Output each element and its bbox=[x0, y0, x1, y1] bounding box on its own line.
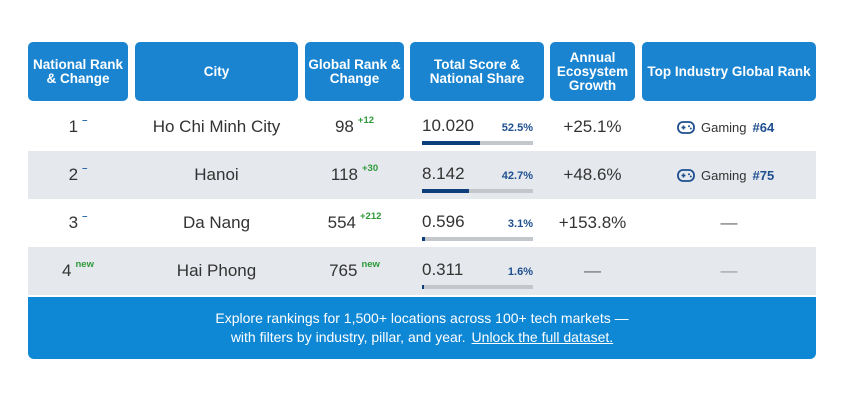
share-bar-track bbox=[422, 189, 533, 193]
share-bar-fill bbox=[422, 189, 470, 193]
national-share: 3.1% bbox=[507, 218, 533, 230]
footer-line-1: Explore rankings for 1,500+ locations ac… bbox=[215, 310, 629, 326]
global-rank-cell: 98 +12 bbox=[305, 103, 404, 151]
rank-change: – bbox=[82, 162, 88, 174]
city-name: Hai Phong bbox=[176, 261, 257, 280]
share-bar-fill bbox=[422, 141, 481, 145]
global-rank-cell: 765 new bbox=[305, 247, 404, 295]
gamepad-icon bbox=[677, 120, 695, 134]
total-score: 10.020 bbox=[422, 116, 474, 135]
annual-growth: +153.8% bbox=[558, 213, 627, 232]
global-rank: 554 bbox=[327, 213, 356, 232]
rank-change: new bbox=[75, 258, 94, 270]
top-industry-cell: Gaming #64 bbox=[677, 103, 774, 151]
share-bar-track bbox=[422, 285, 533, 289]
share-bar-fill bbox=[422, 237, 426, 241]
global-rank: 765 bbox=[329, 261, 358, 280]
industry-rank: #75 bbox=[752, 167, 775, 183]
industry-name: Gaming bbox=[701, 167, 747, 183]
national-share: 1.6% bbox=[507, 266, 533, 278]
header-global-rank: Global Rank & Change bbox=[305, 42, 404, 101]
share-bar-track bbox=[422, 141, 533, 145]
national-rank: 3 bbox=[68, 213, 79, 232]
national-rank-cell: 4 new bbox=[28, 247, 128, 295]
national-rank-cell: 2– bbox=[28, 151, 128, 199]
total-score: 0.596 bbox=[422, 212, 465, 231]
total-score: 8.142 bbox=[422, 164, 465, 183]
table-row: 2– Hanoi 118 +30 8.142 42.7% +48.6% Gamin… bbox=[28, 151, 816, 199]
global-rank: 98 bbox=[334, 117, 354, 136]
total-score-cell: 0.596 3.1% bbox=[422, 199, 533, 247]
national-rank-cell: 3– bbox=[28, 199, 128, 247]
header-national-rank: National Rank & Change bbox=[28, 42, 128, 101]
industry-name: Gaming bbox=[701, 119, 747, 135]
global-change: +212 bbox=[359, 210, 382, 222]
annual-growth: — bbox=[584, 261, 601, 280]
header-top-industry: Top Industry Global Rank bbox=[642, 42, 816, 101]
city-name: Hanoi bbox=[194, 165, 239, 184]
national-rank-cell: 1– bbox=[28, 103, 128, 151]
total-score-cell: 0.311 1.6% bbox=[422, 247, 533, 295]
national-share: 42.7% bbox=[501, 170, 533, 182]
top-industry-empty: — bbox=[720, 213, 738, 232]
global-rank-cell: 118 +30 bbox=[305, 151, 404, 199]
table-row: 3– Da Nang 554 +212 0.596 3.1% +153.8% — bbox=[28, 199, 816, 247]
footer-banner: Explore rankings for 1,500+ locations ac… bbox=[28, 297, 816, 359]
global-change: +30 bbox=[361, 162, 379, 174]
table-row: 4 new Hai Phong 765 new 0.311 1.6% — — bbox=[28, 247, 816, 295]
footer-line-2-text: with filters by industry, pillar, and ye… bbox=[230, 329, 466, 345]
gamepad-icon bbox=[677, 168, 695, 182]
unlock-dataset-link[interactable]: Unlock the full dataset. bbox=[471, 329, 614, 345]
national-share: 52.5% bbox=[501, 122, 533, 134]
top-industry-empty: — bbox=[720, 261, 738, 280]
footer-line-2: with filters by industry, pillar, and ye… bbox=[28, 328, 816, 347]
share-bar-fill bbox=[422, 285, 424, 289]
annual-growth: +25.1% bbox=[563, 117, 622, 136]
global-change: +12 bbox=[357, 114, 375, 126]
annual-growth: +48.6% bbox=[563, 165, 622, 184]
total-score: 0.311 bbox=[422, 260, 464, 279]
header-annual-growth: Annual Ecosystem Growth bbox=[550, 42, 635, 101]
rank-change: – bbox=[82, 210, 88, 222]
national-rank: 2 bbox=[68, 165, 79, 184]
rank-change: – bbox=[82, 114, 88, 126]
header-city: City bbox=[135, 42, 298, 101]
global-change: new bbox=[361, 258, 380, 270]
global-rank-cell: 554 +212 bbox=[305, 199, 404, 247]
global-rank: 118 bbox=[330, 165, 358, 184]
city-name: Da Nang bbox=[182, 213, 251, 232]
national-rank: 4 bbox=[62, 261, 72, 280]
total-score-cell: 8.142 42.7% bbox=[422, 151, 533, 199]
table-row: 1– Ho Chi Minh City 98 +12 10.020 52.5% +… bbox=[28, 103, 816, 151]
top-industry-cell: Gaming #75 bbox=[677, 151, 774, 199]
city-name: Ho Chi Minh City bbox=[152, 117, 281, 136]
header-total-score: Total Score & National Share bbox=[410, 42, 544, 101]
national-rank: 1 bbox=[68, 117, 79, 136]
total-score-cell: 10.020 52.5% bbox=[422, 103, 533, 151]
share-bar-track bbox=[422, 237, 533, 241]
industry-rank: #64 bbox=[752, 119, 775, 135]
